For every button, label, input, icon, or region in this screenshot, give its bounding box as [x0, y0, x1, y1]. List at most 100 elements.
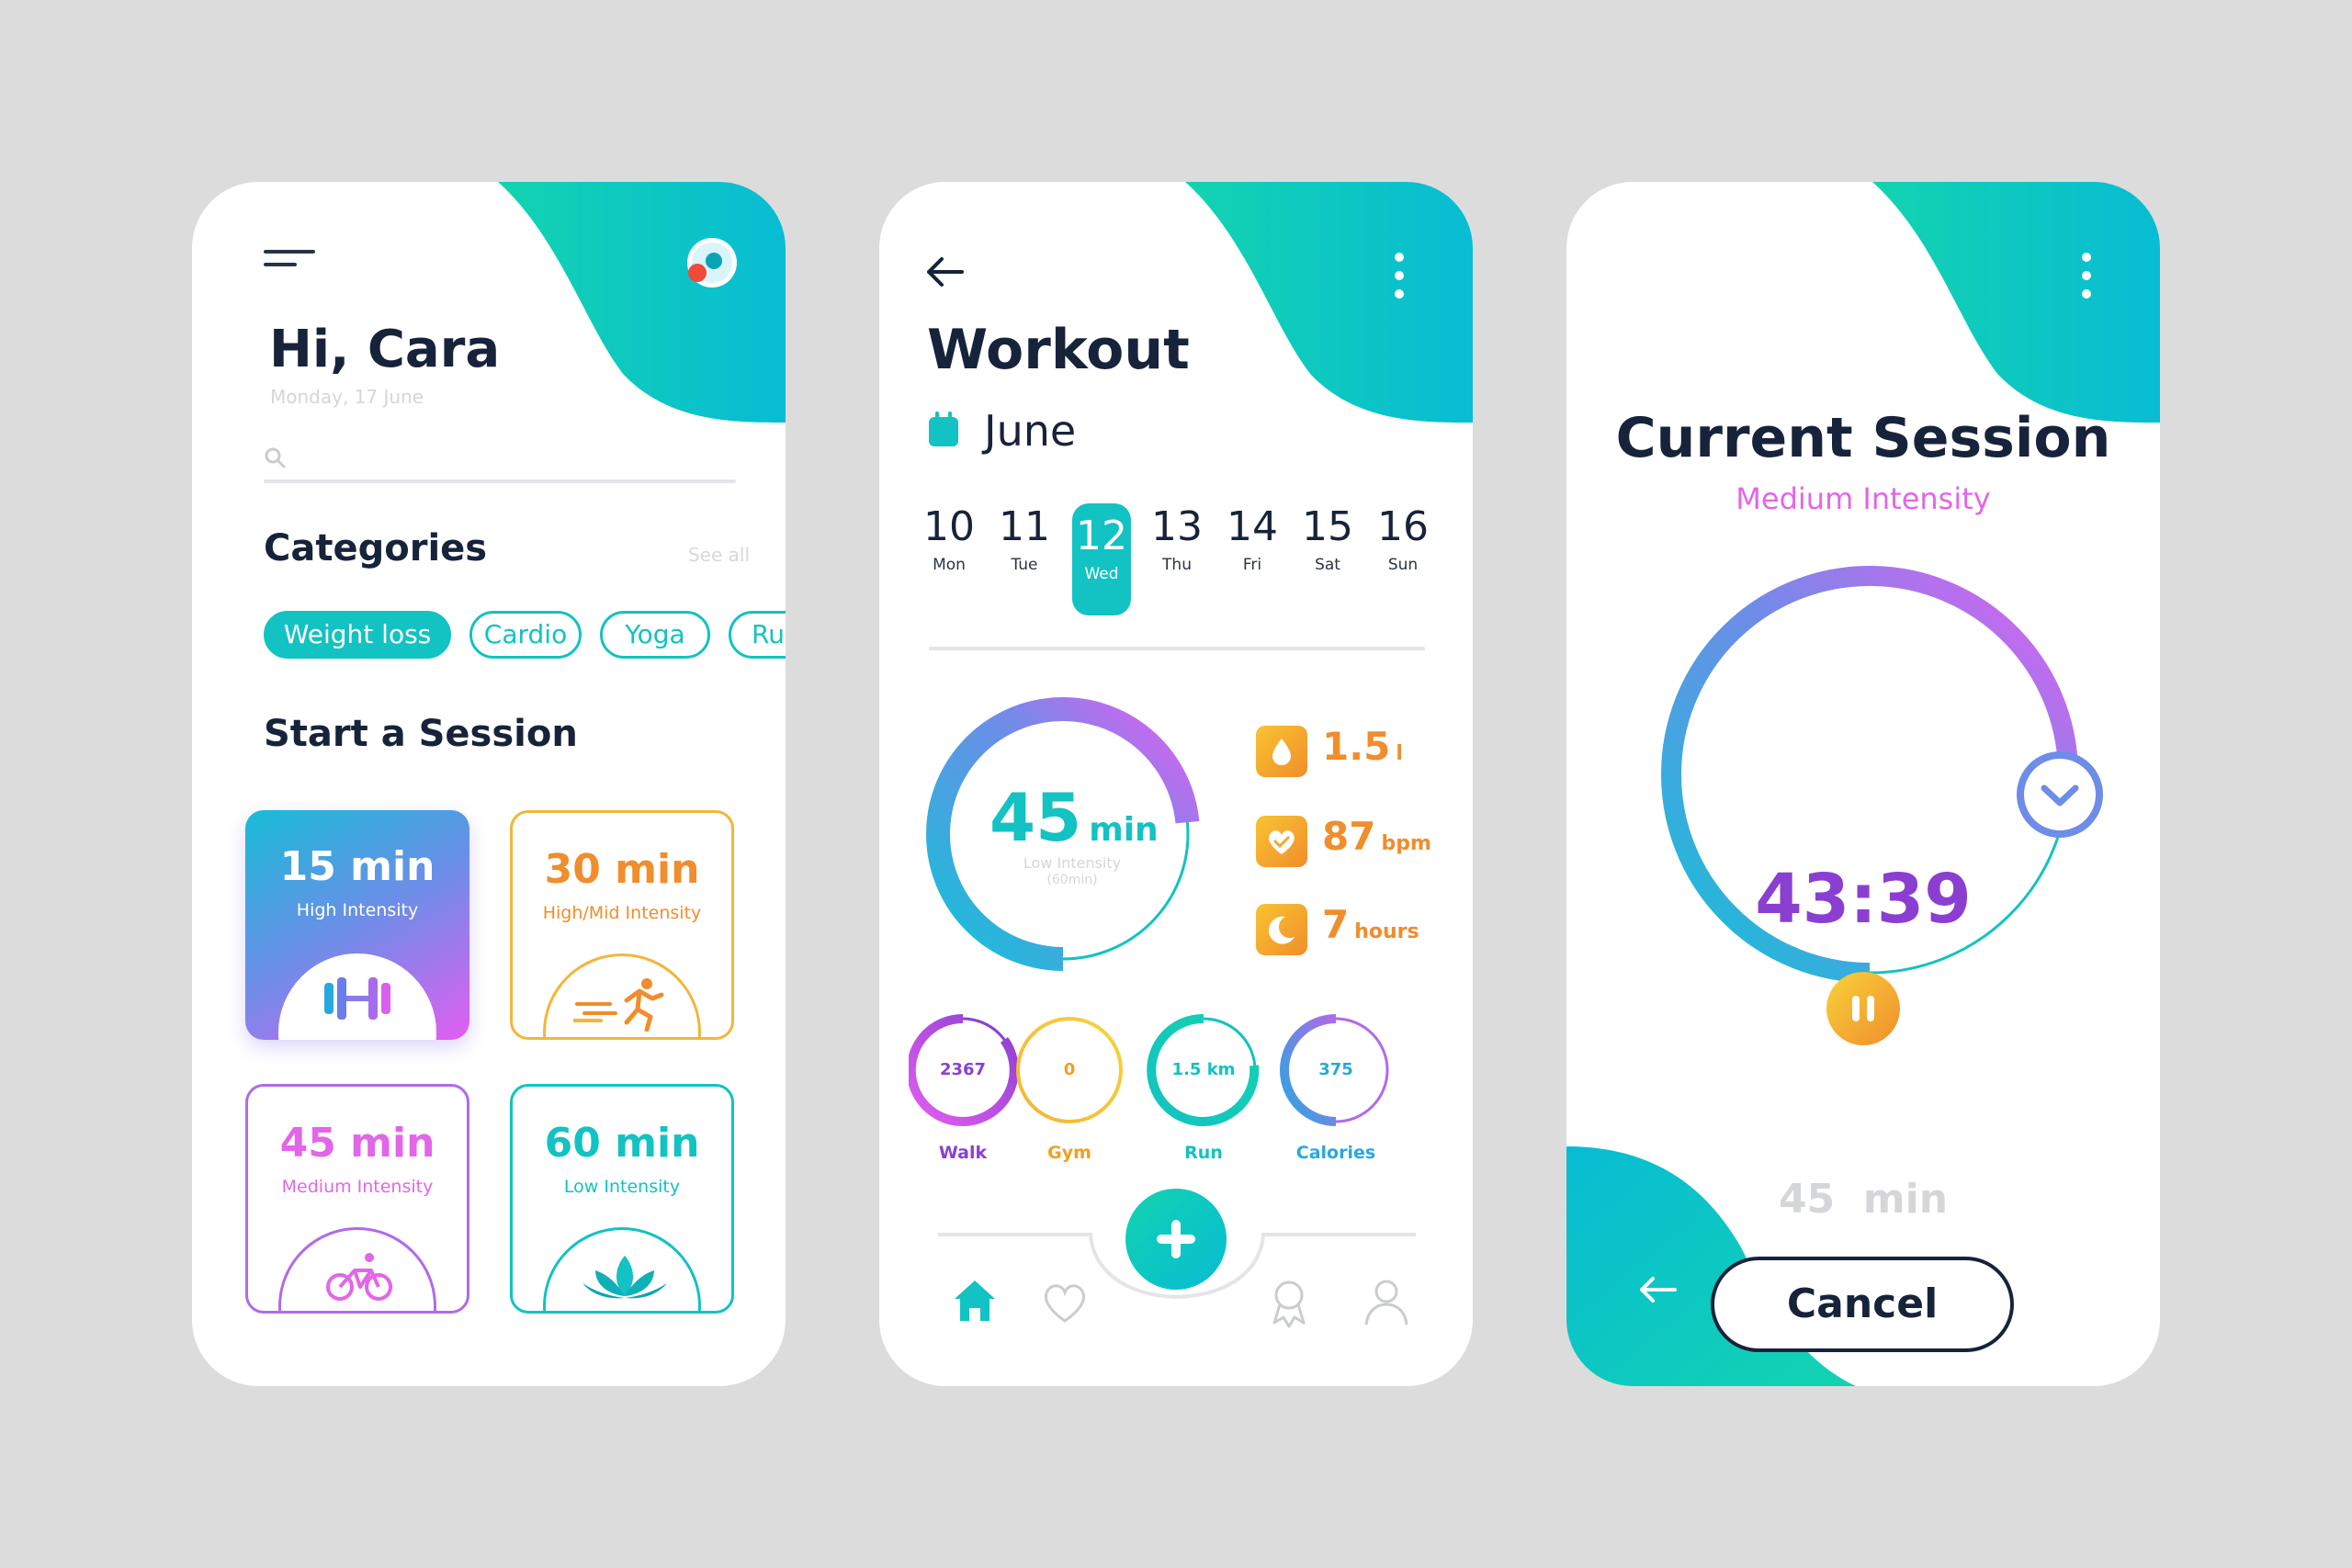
day-weekday: Sun — [1387, 556, 1419, 574]
chip-weight-loss[interactable]: Weight loss — [264, 611, 451, 659]
stat-water-number: 1.5 — [1322, 724, 1391, 769]
greeting-title: Hi, Cara — [269, 320, 501, 379]
day-sun[interactable]: 16 Sun — [1375, 503, 1430, 574]
duration-readout: 45 min — [989, 779, 1159, 856]
session-marker-button[interactable] — [2017, 751, 2103, 838]
day-number: 13 — [1151, 503, 1203, 550]
duration-unit: min — [1089, 811, 1159, 849]
profile-icon[interactable] — [1361, 1275, 1412, 1328]
categories-heading: Categories — [264, 527, 488, 570]
session-intensity: Medium Intensity — [281, 1177, 434, 1197]
calendar-icon — [929, 412, 958, 446]
stat-water — [1256, 726, 1307, 777]
session-card-30min[interactable]: 30 min High/Mid Intensity — [510, 810, 734, 1040]
session-timer: 43:39 — [1755, 860, 1972, 939]
stat-heart-number: 87 — [1322, 814, 1376, 859]
chip-running[interactable]: Ru — [729, 611, 786, 659]
date-divider — [929, 647, 1425, 650]
day-sat[interactable]: 15 Sat — [1300, 503, 1355, 574]
day-number: 11 — [999, 503, 1050, 550]
session-card-15min[interactable]: 15 min High Intensity — [245, 810, 469, 1040]
header-wave-decoration — [1185, 182, 1473, 423]
chip-cardio[interactable]: Cardio — [469, 611, 582, 659]
moon-icon — [1268, 916, 1295, 944]
home-icon[interactable] — [949, 1275, 1001, 1326]
run-label: Run — [1184, 1143, 1223, 1163]
day-tue[interactable]: 11 Tue — [997, 503, 1052, 574]
session-duration: 60 min — [544, 1120, 700, 1167]
day-number: 10 — [923, 503, 975, 550]
session-intensity: Low Intensity — [563, 1177, 681, 1197]
session-total-duration: 45 min — [1778, 1176, 1949, 1223]
run-ring — [1147, 1014, 1260, 1126]
stat-heart — [1256, 816, 1307, 867]
day-weekday: Mon — [933, 556, 966, 574]
day-fri[interactable]: 14 Fri — [1225, 503, 1280, 574]
search-underline — [264, 479, 736, 483]
page-title: Workout — [927, 318, 1190, 382]
see-all-link[interactable]: See all — [688, 544, 751, 566]
stat-sleep — [1256, 904, 1307, 955]
day-weekday: Wed — [1084, 565, 1119, 583]
month-label: June — [984, 406, 1077, 456]
day-number: 15 — [1302, 503, 1353, 550]
current-session-screen: Current Session Medium Intensity 43:39 — [1566, 182, 2160, 1386]
water-drop-icon — [1272, 739, 1291, 765]
session-intensity: High Intensity — [296, 900, 419, 920]
day-number: 12 — [1076, 513, 1127, 559]
day-thu[interactable]: 13 Thu — [1149, 503, 1204, 574]
day-number: 14 — [1227, 503, 1278, 550]
session-card-45min[interactable]: 45 min Medium Intensity — [245, 1084, 469, 1314]
bicycle-icon — [326, 1253, 392, 1301]
runner-icon — [573, 978, 664, 1032]
back-arrow-icon[interactable] — [1636, 1271, 1680, 1308]
day-mon[interactable]: 10 Mon — [922, 503, 977, 574]
heart-icon[interactable] — [1039, 1277, 1091, 1328]
calories-ring — [1279, 1014, 1389, 1126]
day-weekday: Sat — [1315, 556, 1340, 574]
more-options-icon[interactable] — [2077, 250, 2096, 301]
cancel-button[interactable]: Cancel — [1711, 1257, 2014, 1352]
session-title: Current Session — [1615, 406, 2111, 470]
gym-ring — [1016, 1017, 1123, 1123]
back-arrow-icon[interactable] — [925, 254, 966, 290]
award-icon[interactable] — [1263, 1275, 1315, 1330]
duration-intensity: Low Intensity — [1023, 854, 1122, 872]
day-weekday: Tue — [1011, 556, 1038, 574]
session-duration: 45 min — [279, 1120, 435, 1167]
search-input[interactable] — [264, 439, 736, 483]
avatar[interactable] — [683, 237, 738, 292]
gym-label: Gym — [1047, 1143, 1091, 1163]
start-session-heading: Start a Session — [264, 713, 578, 755]
day-wed-selected[interactable]: 12 Wed — [1072, 503, 1131, 615]
calories-label: Calories — [1295, 1143, 1376, 1163]
day-weekday: Fri — [1242, 556, 1262, 574]
day-weekday: Thu — [1162, 556, 1192, 574]
pause-button[interactable] — [1826, 972, 1900, 1045]
chip-yoga[interactable]: Yoga — [600, 611, 710, 659]
more-options-icon[interactable] — [1390, 250, 1408, 301]
stat-heart-unit: bpm — [1381, 832, 1431, 855]
pause-icon — [1852, 996, 1874, 1021]
plus-icon — [1157, 1220, 1195, 1258]
menu-icon[interactable] — [264, 250, 319, 277]
walk-label: Walk — [938, 1143, 988, 1163]
stat-water-unit: l — [1396, 742, 1403, 765]
dumbbell-icon — [324, 977, 390, 1020]
duration-value: 45 — [989, 779, 1082, 856]
heart-check-icon — [1269, 830, 1295, 854]
add-workout-button[interactable] — [1125, 1189, 1227, 1290]
search-icon — [265, 447, 286, 468]
lotus-icon — [582, 1256, 667, 1299]
chevron-down-icon — [2041, 784, 2079, 807]
home-screen: Hi, Cara Monday, 17 June Categories See … — [192, 182, 786, 1386]
duration-target: (60min) — [1046, 873, 1098, 887]
session-intensity: High/Mid Intensity — [542, 903, 702, 923]
bottom-nav-bar — [938, 1233, 1416, 1300]
stat-water-value: 1.5 l — [1322, 724, 1403, 769]
session-card-60min[interactable]: 60 min Low Intensity — [510, 1084, 734, 1314]
run-value: 1.5 km — [1171, 1060, 1236, 1079]
day-number: 16 — [1377, 503, 1429, 550]
activity-rings — [909, 1014, 1389, 1126]
session-intensity: Medium Intensity — [1736, 481, 1991, 516]
